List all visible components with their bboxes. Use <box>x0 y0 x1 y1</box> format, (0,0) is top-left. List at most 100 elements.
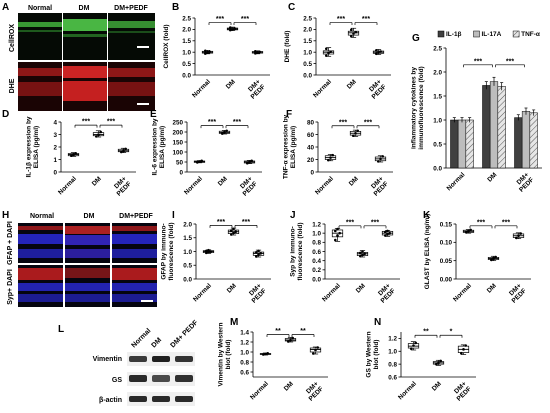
y-tick-label: 0.5 <box>182 61 191 68</box>
row-label-beta-actin: β-actin <box>99 397 122 404</box>
data-point <box>361 253 364 257</box>
x-tick-label-line: DM <box>431 380 443 392</box>
panel-letter: K <box>423 210 431 221</box>
legend-label: TNF-α <box>521 31 540 38</box>
scale-bar <box>137 46 149 48</box>
panel-letter: J <box>290 210 296 221</box>
row-label-syp-dapi: Syp+ DAPI <box>7 269 14 305</box>
y-tick-label: 2 <box>53 144 57 151</box>
significance-label: *** <box>107 119 115 126</box>
y-tick-label: 0.15 <box>440 221 453 228</box>
data-point <box>379 157 382 161</box>
x-tick-label: DM <box>346 78 358 90</box>
data-point <box>257 253 260 257</box>
data-point <box>464 344 468 347</box>
y-tick-label: 0.0 <box>303 72 312 79</box>
y-tick-label: 0.8 <box>388 361 397 368</box>
row-label-dhe: DHE <box>9 78 16 93</box>
data-point <box>388 231 392 235</box>
data-point <box>266 351 270 355</box>
y-tick-label: 100 <box>172 149 183 156</box>
data-point <box>384 230 387 234</box>
data-point <box>338 231 342 235</box>
x-tick-label-line: Normal <box>397 380 418 401</box>
significance-label: *** <box>217 219 225 226</box>
significance-label: *** <box>208 119 216 126</box>
chart-m: M 0.6 0.8 1.0 1.2 1.4 Vimentin by Westernblot … <box>218 317 328 403</box>
dapi-band <box>65 249 110 258</box>
panel-l-western-blot: L Normal DM DM+ PEDF Vimentin GS β-actin <box>58 319 200 406</box>
y-axis-label: DHE (fold) <box>284 31 291 63</box>
significance-label: ** <box>300 328 306 335</box>
y-tick-label: 0.6 <box>312 249 321 256</box>
y-axis-label-line: IL-1β expression by <box>26 116 33 177</box>
x-tick-label: DM <box>226 282 238 294</box>
data-point <box>95 135 98 138</box>
y-axis-label-line: fluorescence (fold) <box>168 222 175 280</box>
x-tick-label: DM+PEDF <box>368 175 390 197</box>
data-point <box>381 155 385 158</box>
data-point <box>316 346 320 349</box>
data-point <box>377 51 380 54</box>
y-tick-label: 2.5 <box>182 15 191 22</box>
x-tick-label-line: DM <box>91 175 103 187</box>
chart-n: N 0.6 0.8 1.0 1.2 GS by Westernblot (fold) Nor… <box>366 317 476 403</box>
data-point <box>256 51 259 54</box>
y-tick-label: 1.5 <box>303 38 312 45</box>
column-label-dm: DM <box>150 337 163 350</box>
x-tick-label-line: DM <box>226 282 238 294</box>
x-tick-label-line: Normal <box>452 282 473 303</box>
data-point <box>234 230 237 233</box>
data-point <box>494 255 498 259</box>
data-point <box>359 254 362 258</box>
data-point <box>205 249 208 253</box>
blot-band <box>175 356 193 362</box>
dapi-band <box>18 234 63 244</box>
x-tick-label: DM+PEDF <box>506 282 528 304</box>
data-point <box>350 34 353 38</box>
chart-i: I 0.0 0.5 1.0 1.5 2.0 GFAP by immuno-fluoresce… <box>161 210 271 305</box>
cellrox-band <box>63 19 107 31</box>
legend-swatch <box>437 30 445 38</box>
panel-letter: A <box>2 2 9 13</box>
y-tick-label: 2.0 <box>303 27 312 34</box>
x-tick-label-line: Normal <box>249 380 270 401</box>
y-axis-label-line: GLAST by ELISA (ng/ml) <box>424 214 431 290</box>
significance-label: *** <box>82 119 90 126</box>
y-axis-label: Vimentin by Westernblot (fold) <box>218 322 233 386</box>
legend-label: IL-1β <box>446 31 462 38</box>
y-axis-label: IL-1β expression byELISA (pg/ml) <box>26 116 41 177</box>
y-tick-label: 1.2 <box>240 339 249 346</box>
y-tick-label: 2.0 <box>183 221 192 228</box>
y-tick-label: 80 <box>307 119 315 126</box>
data-point <box>334 229 337 233</box>
blot-band <box>129 375 147 382</box>
cellrox-band <box>108 31 155 33</box>
blot-band <box>129 396 147 402</box>
dapi-band <box>112 283 157 291</box>
panel-a-micrographs: A Normal DM DM+PEDF CellROX DHE <box>2 2 155 111</box>
data-point <box>232 231 235 235</box>
y-axis-label-line: ELISA (pg/ml) <box>290 126 297 168</box>
x-tick-label-line: Normal <box>191 78 212 99</box>
x-tick-label-line: Normal <box>314 175 335 196</box>
significance-label: *** <box>474 58 482 65</box>
significance-label: *** <box>346 219 354 226</box>
data-point <box>336 234 339 237</box>
panel-letter: G <box>412 33 420 44</box>
data-point <box>230 233 233 236</box>
x-tick-label: DM <box>348 175 360 187</box>
x-tick-label: Normal <box>57 175 78 196</box>
x-tick-label-line: DM <box>355 282 367 294</box>
chart-e: E 0 50 100 150 200 250 IL-6 expression byELISA … <box>150 109 262 198</box>
panel-letter: C <box>288 2 295 13</box>
y-tick-label: 40 <box>307 144 315 151</box>
dapi-band <box>65 283 110 291</box>
data-point <box>262 353 265 356</box>
data-point <box>221 132 224 135</box>
dapi-band <box>112 294 157 302</box>
y-tick-label: 0.6 <box>240 369 249 376</box>
bar <box>497 86 506 169</box>
y-tick-label: 1.0 <box>240 349 249 356</box>
data-point <box>223 131 226 134</box>
